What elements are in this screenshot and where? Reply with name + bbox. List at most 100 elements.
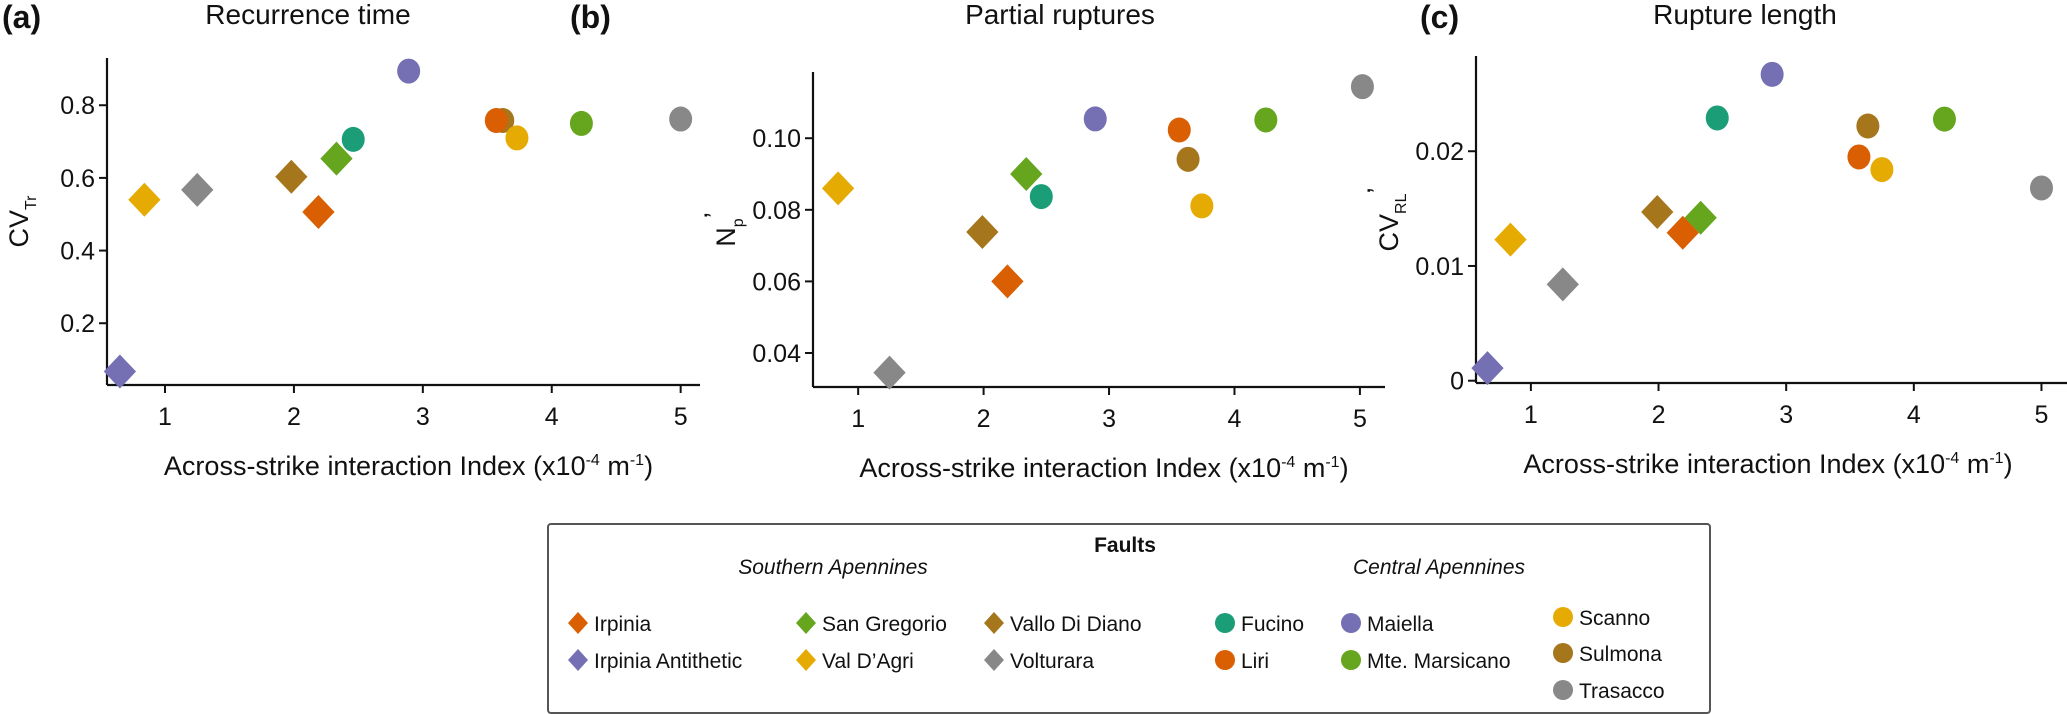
point-vallo-di-diano	[1641, 195, 1674, 230]
point-volturara	[1546, 267, 1579, 302]
point-irpinia	[1666, 215, 1699, 250]
circle-marker-icon	[1553, 643, 1573, 663]
legend-label: Fucino	[1241, 613, 1304, 636]
x-tick-label: 5	[674, 403, 688, 431]
point-trasacco	[669, 106, 693, 132]
legend-group-central: Central Apennines	[1353, 556, 1525, 579]
legend-label: San Gregorio	[822, 613, 947, 636]
y-tick-label: 0	[1450, 368, 1464, 396]
panel-title: Rupture length	[1653, 0, 1837, 30]
point-fucino	[1705, 105, 1729, 131]
panel-title: Recurrence time	[205, 0, 410, 30]
diamond-marker-icon	[796, 649, 816, 671]
legend-item-vallo-di-diano: Vallo Di Diano	[984, 612, 1142, 636]
y-tick-label: 0.02	[1415, 138, 1464, 166]
point-trasacco	[1350, 74, 1374, 100]
panel-a: (a) Recurrence time 1 2 3 4 5 0.2 0.4 0.6 0.8 Acros…	[2, 0, 700, 481]
diamond-marker-icon	[568, 612, 588, 634]
y-tick-label: 0.6	[60, 165, 95, 193]
legend-items: Irpinia Irpinia Antithetic San Gregorio Val…	[568, 607, 1665, 703]
diamond-marker-icon	[568, 649, 588, 671]
legend-item-sulmona: Sulmona	[1553, 643, 1662, 666]
point-fucino	[1029, 184, 1053, 210]
point-scanno	[1190, 193, 1214, 219]
diamond-marker-icon	[796, 612, 816, 634]
y-tick-label: 0.01	[1415, 253, 1464, 281]
x-tick-label: 2	[287, 403, 301, 431]
legend-label: Liri	[1241, 650, 1269, 673]
y-tick-label: 0.06	[752, 268, 801, 296]
point-vallo-di-diano	[966, 215, 999, 250]
diamond-marker-icon	[984, 649, 1004, 671]
point-trasacco	[2029, 175, 2053, 201]
x-tick-label: 1	[851, 405, 865, 433]
x-axis-label: Across-strike interaction Index (x10-4 m…	[164, 451, 653, 481]
circle-marker-icon	[1215, 613, 1235, 633]
x-tick-label: 1	[1524, 401, 1538, 429]
legend-label: Mte. Marsicano	[1367, 650, 1511, 673]
point-volturara	[873, 355, 906, 390]
legend-title: Faults	[1094, 534, 1156, 557]
point-san-gregorio	[1684, 200, 1717, 235]
point-irpinia	[991, 264, 1024, 299]
diamond-marker-icon	[984, 612, 1004, 634]
point-liri	[1167, 117, 1191, 143]
legend: Faults Southern Apennines Central Apenni…	[547, 523, 1711, 714]
legend-label: Vallo Di Diano	[1010, 613, 1142, 636]
legend-label: Volturara	[1010, 650, 1094, 673]
x-tick-label: 1	[158, 403, 172, 431]
x-tick-label: 2	[1652, 401, 1666, 429]
point-sulmona	[1856, 113, 1880, 139]
legend-item-val-d-agri: Val D’Agri	[796, 649, 914, 673]
y-tick-label: 0.10	[752, 125, 801, 153]
point-fucino	[341, 126, 365, 152]
legend-label: Trasacco	[1579, 680, 1665, 703]
circle-marker-icon	[1553, 607, 1573, 627]
legend-label: Val D’Agri	[822, 650, 914, 673]
point-maiella	[397, 58, 421, 84]
point-scanno	[505, 125, 529, 151]
legend-item-maiella: Maiella	[1341, 613, 1434, 636]
point-irpinia-antithetic	[1471, 351, 1504, 386]
legend-item-irpinia: Irpinia	[568, 612, 652, 636]
y-tick-label: 0.08	[752, 197, 801, 225]
point-liri	[484, 107, 508, 133]
x-tick-label: 5	[1353, 405, 1367, 433]
legend-item-san-gregorio: San Gregorio	[796, 612, 947, 636]
point-san-gregorio	[1010, 157, 1043, 192]
panel-c: (c) Rupture length 1 2 3 4 5 0 0.01 0.02 Across-st…	[1362, 0, 2067, 479]
point-mte-marsicano	[569, 110, 593, 136]
x-tick-label: 4	[545, 403, 559, 431]
x-tick-label: 3	[416, 403, 430, 431]
x-tick-label: 5	[2035, 401, 2049, 429]
y-tick-label: 0.04	[752, 340, 801, 368]
panel-title: Partial ruptures	[965, 0, 1155, 30]
legend-label: Scanno	[1579, 607, 1650, 630]
x-tick-label: 2	[977, 405, 991, 433]
x-tick-label: 3	[1102, 405, 1116, 433]
point-volturara	[181, 172, 214, 207]
point-sulmona	[1176, 146, 1200, 172]
x-tick-label: 3	[1779, 401, 1793, 429]
legend-item-fucino: Fucino	[1215, 613, 1304, 636]
panel-letter: (b)	[570, 0, 611, 35]
legend-label: Maiella	[1367, 613, 1434, 636]
x-tick-label: 4	[1228, 405, 1242, 433]
legend-item-volturara: Volturara	[984, 649, 1094, 673]
y-tick-label: 0.8	[60, 92, 95, 120]
legend-group-southern: Southern Apennines	[738, 556, 928, 579]
panel-letter: (c)	[1420, 0, 1459, 35]
point-vallo-di-diano	[275, 159, 308, 194]
legend-item-mte-marsicano: Mte. Marsicano	[1341, 650, 1511, 673]
point-san-gregorio	[320, 141, 353, 176]
x-axis-label: Across-strike interaction Index (x10-4 m…	[859, 453, 1348, 483]
legend-frame	[547, 523, 1711, 714]
point-maiella	[1083, 106, 1107, 132]
circle-marker-icon	[1215, 650, 1235, 670]
y-tick-label: 0.2	[60, 310, 95, 338]
legend-label: Irpinia	[594, 613, 652, 636]
legend-item-scanno: Scanno	[1553, 607, 1650, 630]
x-tick-label: 4	[1907, 401, 1921, 429]
x-axis-label: Across-strike interaction Index (x10-4 m…	[1523, 449, 2012, 479]
